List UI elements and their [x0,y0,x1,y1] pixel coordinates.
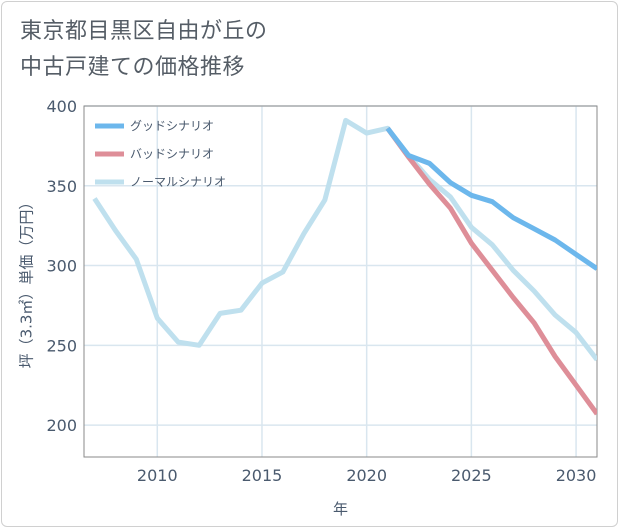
legend-label: ノーマルシナリオ [130,175,226,189]
chart-title-line-1: 東京都目黒区自由が丘の [20,19,268,44]
chart-title: 東京都目黒区自由が丘の 中古戸建ての価格推移 [20,14,268,86]
y-tick-label: 400 [46,97,77,116]
legend-label: バッドシナリオ [130,147,214,161]
x-tick-label: 2030 [556,466,597,485]
x-axis-label: 年 [333,500,348,518]
y-tick-label: 250 [46,336,77,355]
y-tick-label: 300 [46,257,77,276]
y-tick-label: 200 [46,416,77,435]
plot-frame [83,105,598,458]
series-line-0 [385,126,597,271]
x-tick-label: 2015 [242,466,283,485]
x-tick-label: 2025 [451,466,492,485]
chart-title-line-2: 中古戸建ての価格推移 [20,55,246,80]
y-axis-ticks: 200 250 300 350 400 [46,97,77,435]
series-layer [92,117,597,416]
x-axis-ticks: 2010 2015 2020 2025 2030 [137,466,596,485]
x-tick-label: 2020 [346,466,387,485]
series-line-2 [92,117,597,362]
y-axis-label: 坪（3.3㎡）単価（万円） [18,195,36,369]
legend-label: グッドシナリオ [130,119,214,133]
y-tick-label: 350 [46,177,77,196]
series-line-1 [385,126,597,416]
x-tick-label: 2010 [137,466,178,485]
